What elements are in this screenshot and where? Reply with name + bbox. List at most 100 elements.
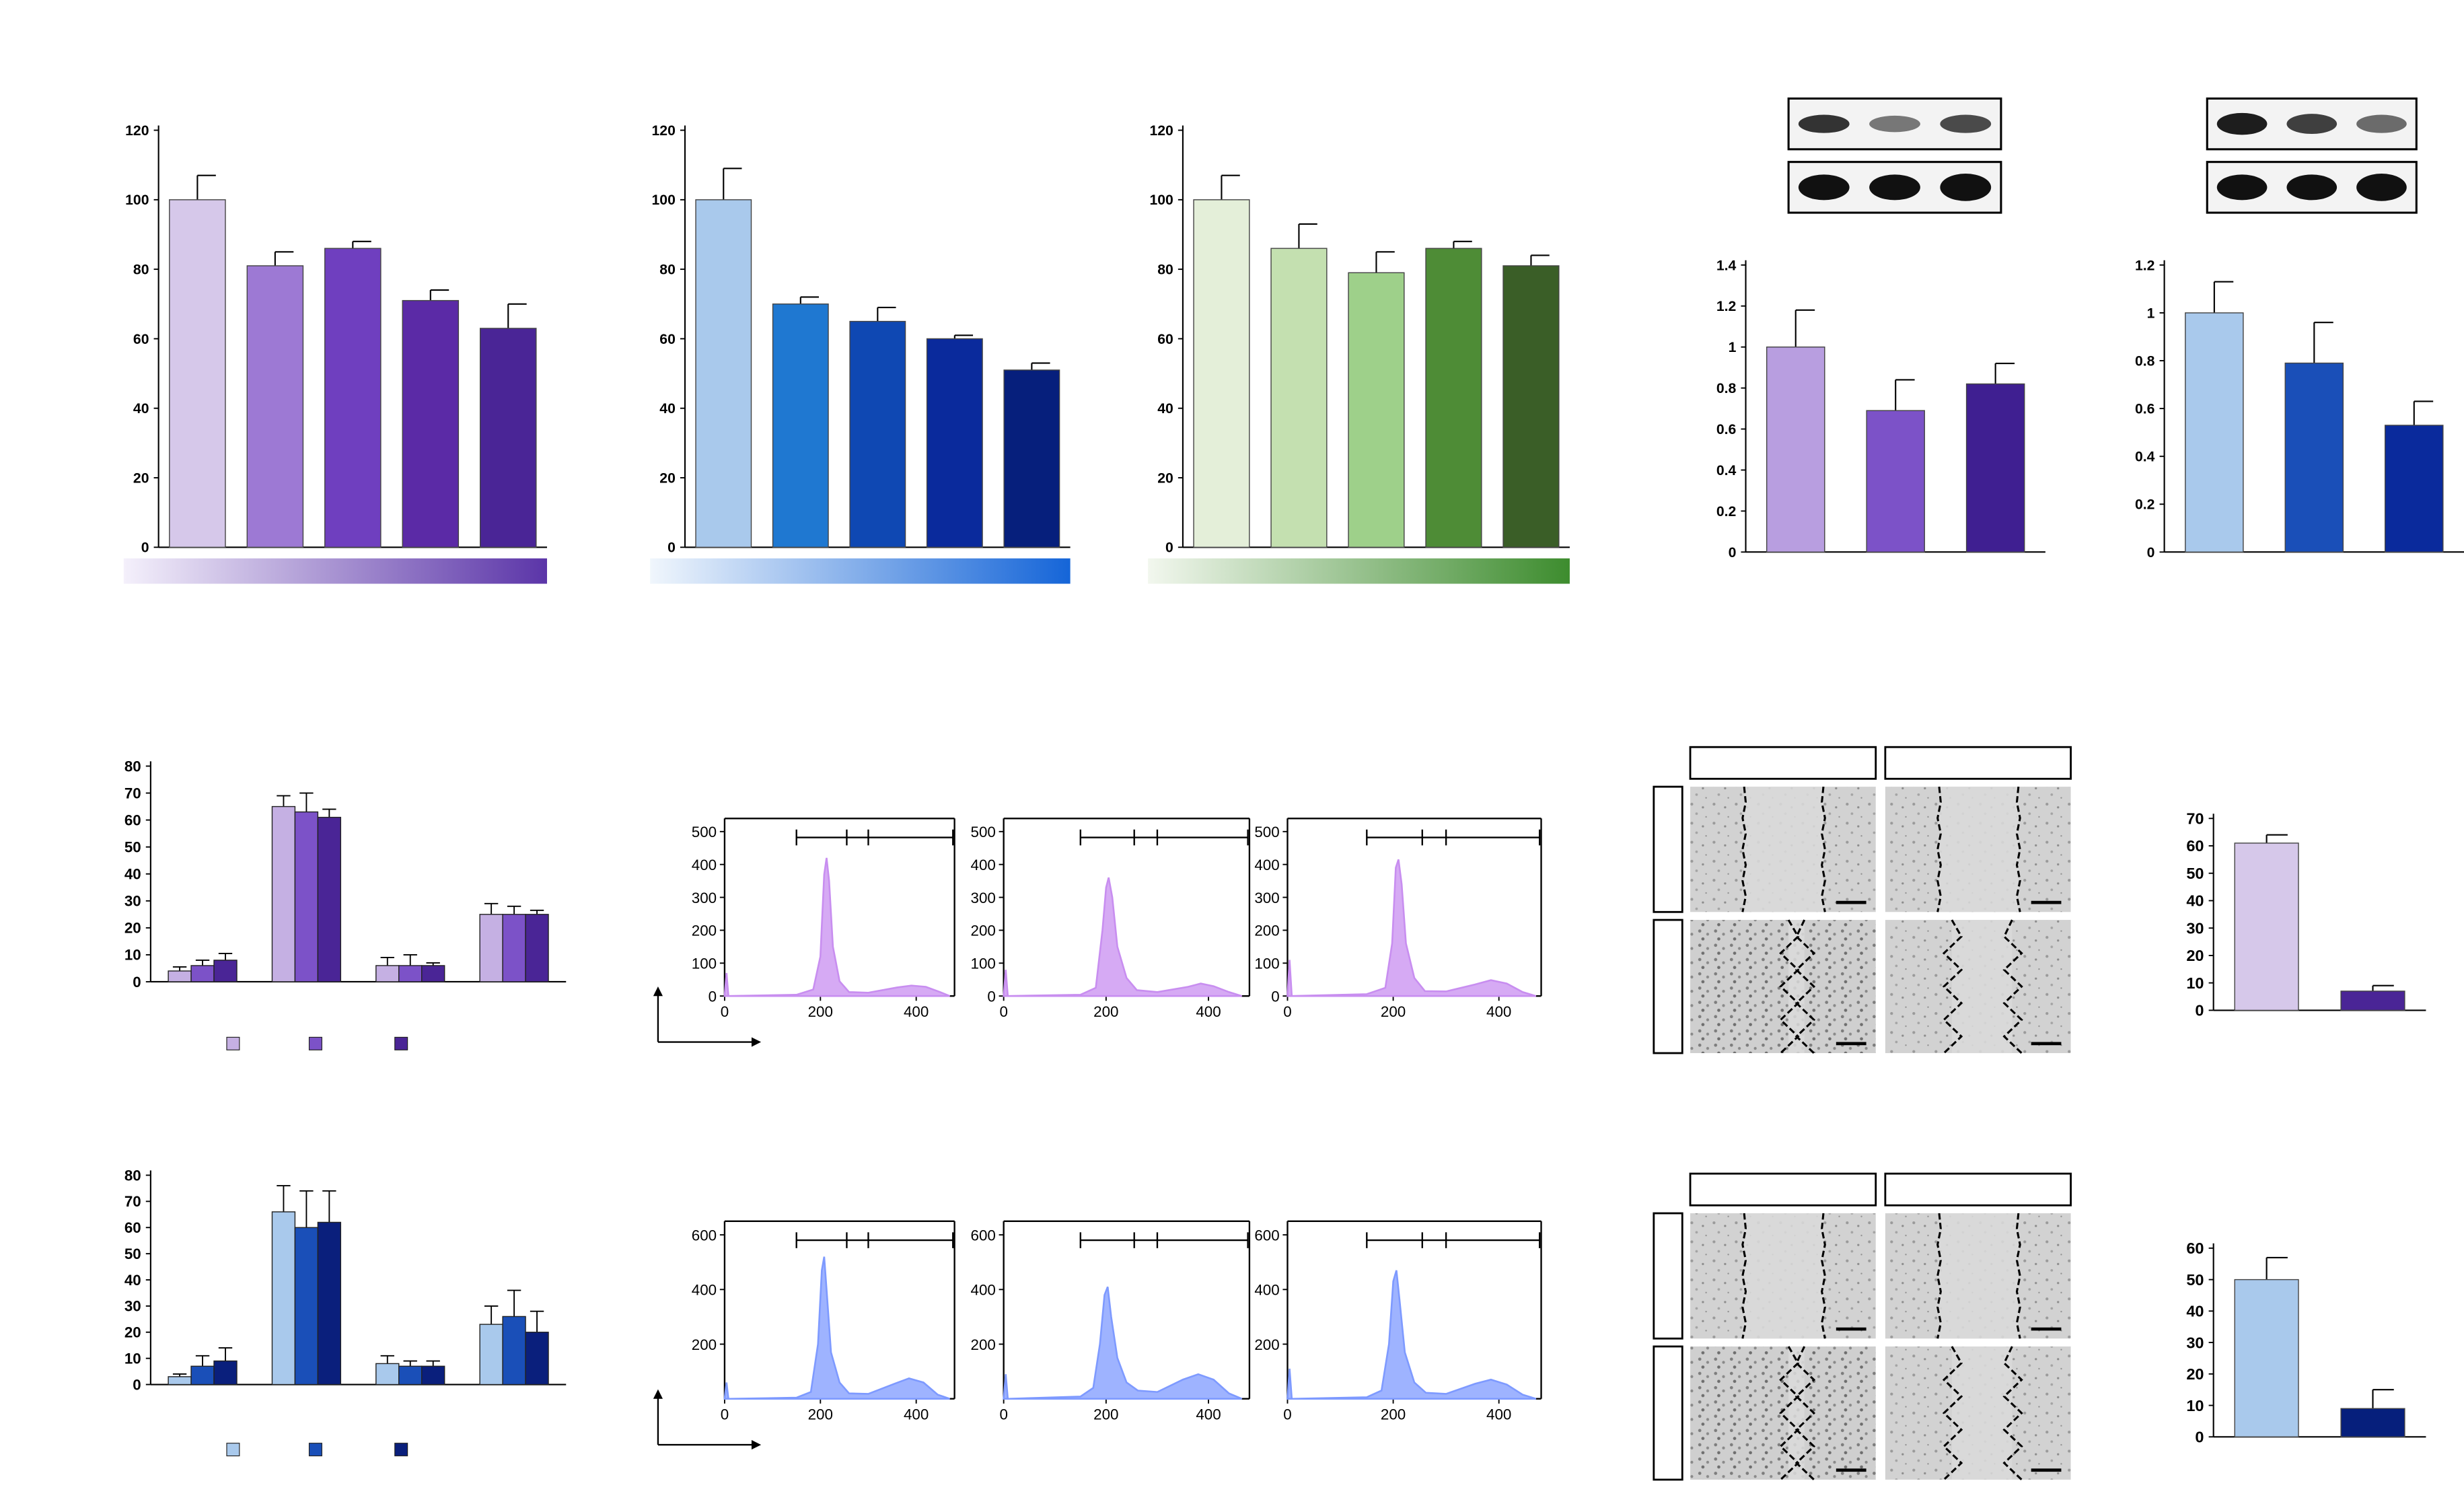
wound-image-grid xyxy=(1653,746,2072,1054)
x-tick-label: 400 xyxy=(1196,1406,1221,1423)
d_end1_bar-chart: 0 10 20 30 40 50 60 70 80 xyxy=(124,758,567,991)
y-tick-label: 60 xyxy=(124,812,141,828)
y-tick-label: 40 xyxy=(659,401,676,417)
micrograph xyxy=(1690,1346,1876,1480)
bar xyxy=(2340,991,2405,1011)
y-tick-label: 0.6 xyxy=(1716,422,1737,437)
blot-band xyxy=(1869,174,1920,201)
bar xyxy=(398,1365,423,1386)
legend-swatch xyxy=(308,1443,322,1457)
histogram-area xyxy=(723,1256,950,1400)
bar xyxy=(317,1221,342,1386)
histogram-area xyxy=(1003,877,1242,997)
axis-legend xyxy=(653,986,762,1047)
scratch-gap xyxy=(1744,787,1823,912)
y-tick-label: 120 xyxy=(125,123,149,139)
bar xyxy=(271,1211,296,1386)
bar xyxy=(2234,1279,2299,1438)
y-tick-label: 100 xyxy=(652,192,676,208)
blot-band xyxy=(2216,112,2268,135)
x-tick-label: 0 xyxy=(1283,1406,1291,1423)
legend-swatch xyxy=(226,1443,240,1457)
x-tick-label: 200 xyxy=(1093,1003,1118,1020)
y-tick-label: 0.4 xyxy=(2135,450,2155,465)
wound-edge xyxy=(1936,1213,1942,1339)
y-tick-label: 0.8 xyxy=(2135,353,2155,369)
x-tick-label: 200 xyxy=(1093,1406,1118,1423)
y-tick-label: 200 xyxy=(971,923,996,939)
histogram-panel: 0 100 200 300 400 500 0 200 400 xyxy=(692,818,955,1020)
y-tick-label: 60 xyxy=(133,332,149,347)
y-tick-label: 600 xyxy=(971,1227,996,1244)
bar xyxy=(1766,346,1825,553)
arrow-head xyxy=(751,1037,762,1047)
bar xyxy=(479,1324,503,1386)
y-tick-label: 120 xyxy=(1149,123,1173,139)
bar xyxy=(2234,842,2299,1011)
y-tick-label: 500 xyxy=(971,824,996,840)
scratch-gap xyxy=(1938,1213,2019,1339)
x-tick-label: 0 xyxy=(999,1003,1007,1020)
blot-erb xyxy=(2206,97,2418,151)
column-header xyxy=(1689,1172,1877,1207)
bar xyxy=(271,805,296,982)
histogram-panel: 0 100 200 300 400 500 0 200 400 xyxy=(1254,818,1542,1020)
y-tick-label: 0 xyxy=(133,1376,141,1393)
bar xyxy=(190,965,215,982)
y-tick-label: 50 xyxy=(2186,865,2204,882)
histogram-panel: 200 400 600 0 200 400 xyxy=(692,1220,955,1423)
bar xyxy=(213,960,238,982)
y-tick-label: 0.2 xyxy=(1716,504,1736,519)
bar xyxy=(502,914,526,982)
y-tick-label: 1.2 xyxy=(2135,258,2154,273)
y-tick-label: 20 xyxy=(124,920,141,937)
y-tick-label: 600 xyxy=(692,1227,717,1244)
wound-edge xyxy=(1936,786,1942,912)
wound-edge xyxy=(1942,1346,1963,1481)
bar xyxy=(213,1360,238,1386)
y-tick-label: 10 xyxy=(124,1350,141,1367)
y-tick-label: 200 xyxy=(971,1336,996,1353)
y-tick-label: 0 xyxy=(1729,545,1737,561)
y-tick-label: 1.4 xyxy=(1716,258,1737,273)
bar xyxy=(421,1365,445,1386)
y-tick-label: 40 xyxy=(2186,1303,2204,1320)
x-tick-label: 400 xyxy=(1486,1406,1511,1423)
y-tick-label: 10 xyxy=(2186,1397,2204,1414)
y-tick-label: 0 xyxy=(1271,988,1279,1005)
bar xyxy=(479,914,503,982)
bar xyxy=(402,299,460,548)
y-tick-label: 40 xyxy=(124,866,141,883)
bar xyxy=(190,1365,215,1386)
wound-edge xyxy=(1741,1213,1747,1339)
y-tick-label: 60 xyxy=(2186,1239,2204,1257)
blot-band xyxy=(2286,174,2338,201)
y-tick-label: 0 xyxy=(667,540,676,556)
axis-legend xyxy=(653,1389,762,1450)
y-tick-label: 300 xyxy=(692,890,717,906)
blot-beta-actin xyxy=(2206,161,2418,214)
bar xyxy=(246,265,304,548)
histogram-panel: 0 100 200 300 400 500 0 200 400 xyxy=(971,818,1251,1020)
x-tick-label: 400 xyxy=(1196,1003,1221,1020)
bar xyxy=(169,199,226,548)
bar xyxy=(2284,362,2344,553)
blot-band xyxy=(2286,114,2338,135)
bar xyxy=(375,1363,400,1386)
x-tick-label: 0 xyxy=(721,1003,729,1020)
y-tick-label: 0 xyxy=(987,988,995,1005)
y-tick-label: 0 xyxy=(1165,540,1173,556)
y-tick-label: 0.8 xyxy=(1716,381,1737,396)
legend-swatch xyxy=(394,1036,408,1050)
y-tick-label: 0 xyxy=(141,540,149,556)
y-tick-label: 100 xyxy=(1149,192,1173,208)
wound-edge xyxy=(1795,1346,1816,1481)
row-header xyxy=(1653,1345,1683,1481)
y-tick-label: 60 xyxy=(124,1219,141,1236)
bar xyxy=(525,1332,549,1386)
y-tick-label: 300 xyxy=(1254,890,1279,906)
concentration-gradient-bar xyxy=(123,558,547,584)
bar xyxy=(1270,248,1328,548)
column-header xyxy=(1884,746,2072,780)
wound-edge xyxy=(1821,1213,1826,1339)
